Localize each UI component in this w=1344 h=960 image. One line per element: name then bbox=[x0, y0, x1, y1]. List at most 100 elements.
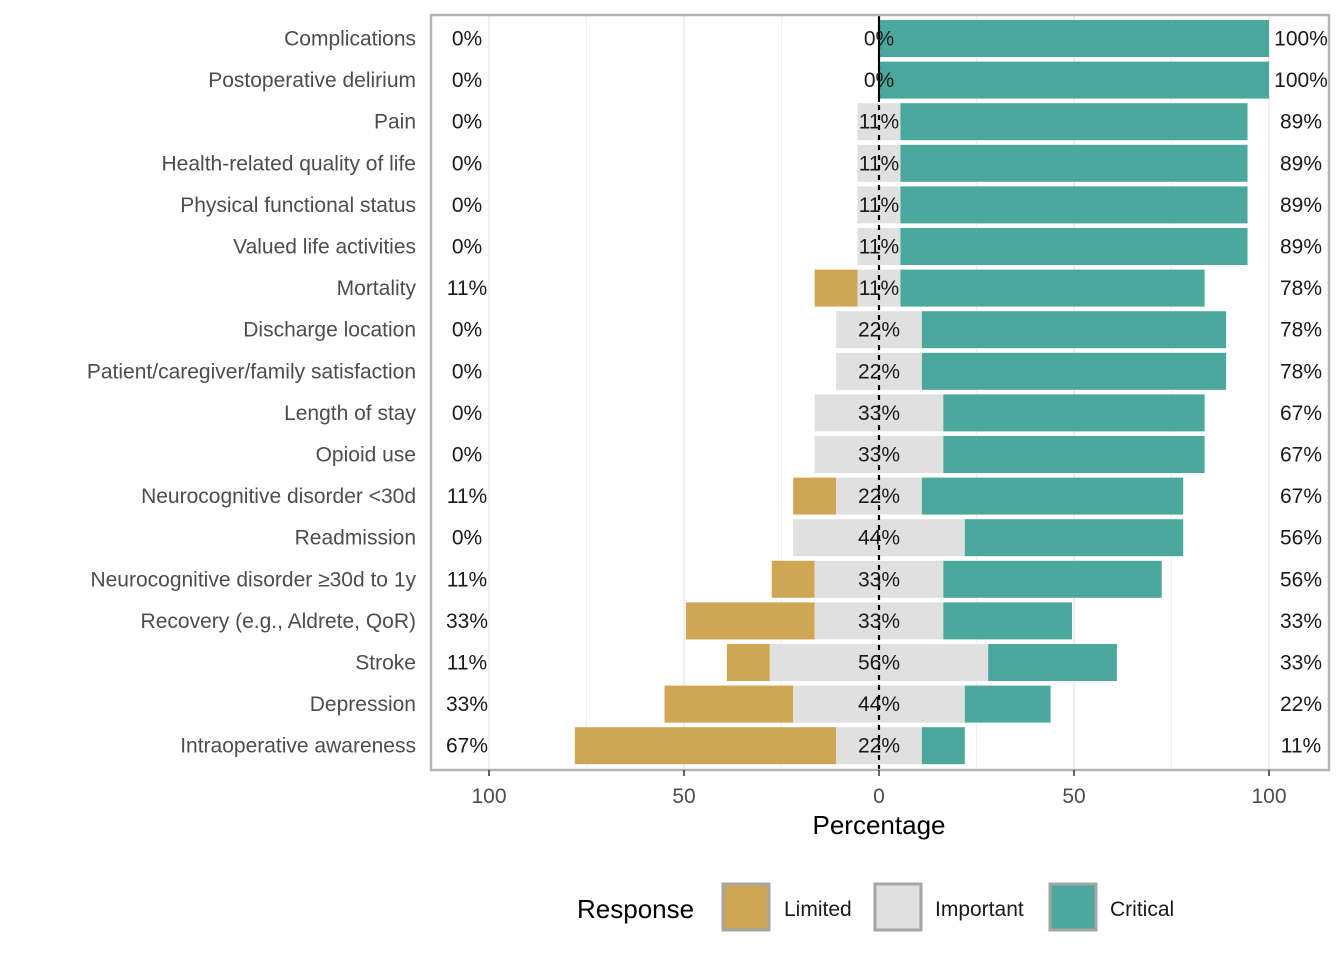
category-label: Recovery (e.g., Aldrete, QoR) bbox=[141, 610, 416, 633]
limited-pct-label: 11% bbox=[447, 277, 487, 300]
bar-critical bbox=[900, 103, 1248, 141]
critical-pct-label: 89% bbox=[1280, 194, 1322, 217]
limited-pct-label: 0% bbox=[452, 444, 482, 467]
limited-pct-label: 0% bbox=[452, 360, 482, 383]
category-label: Complications bbox=[284, 28, 416, 51]
legend-label-important: Important bbox=[935, 898, 1024, 921]
critical-pct-label: 100% bbox=[1274, 69, 1328, 92]
bar-limited bbox=[793, 477, 837, 515]
important-pct-label: 22% bbox=[858, 485, 900, 508]
critical-pct-label: 11% bbox=[1281, 735, 1321, 758]
limited-pct-label: 11% bbox=[447, 652, 487, 675]
category-label: Mortality bbox=[337, 277, 417, 300]
legend-label-limited: Limited bbox=[784, 898, 852, 921]
category-label: Length of stay bbox=[284, 402, 416, 425]
category-label: Opioid use bbox=[316, 444, 416, 467]
critical-pct-label: 67% bbox=[1280, 402, 1322, 425]
important-pct-label: 22% bbox=[858, 360, 900, 383]
limited-pct-label: 0% bbox=[452, 319, 482, 342]
bar-limited bbox=[574, 727, 837, 765]
limited-pct-label: 0% bbox=[452, 527, 482, 550]
important-pct-label: 33% bbox=[858, 568, 900, 591]
bar-limited bbox=[771, 560, 815, 598]
bar-critical bbox=[943, 602, 1073, 640]
critical-pct-label: 56% bbox=[1280, 527, 1322, 550]
category-label: Pain bbox=[374, 111, 416, 134]
critical-pct-label: 56% bbox=[1280, 568, 1322, 591]
important-pct-label: 11% bbox=[859, 152, 899, 175]
legend-key-critical bbox=[1048, 882, 1098, 932]
grid-lines bbox=[488, 15, 1270, 770]
limited-pct-label: 0% bbox=[452, 402, 482, 425]
bar-limited bbox=[685, 602, 815, 640]
category-label: Neurocognitive disorder <30d bbox=[141, 485, 416, 508]
important-pct-label: 33% bbox=[858, 402, 900, 425]
important-pct-label: 22% bbox=[858, 735, 900, 758]
bar-limited bbox=[726, 644, 770, 681]
critical-pct-label: 33% bbox=[1280, 652, 1322, 675]
limited-pct-label: 0% bbox=[452, 152, 482, 175]
x-tick-label: 50 bbox=[672, 785, 695, 808]
important-pct-label: 56% bbox=[858, 652, 900, 675]
panel-border bbox=[429, 13, 1331, 772]
limited-pct-label: 0% bbox=[452, 69, 482, 92]
bar-critical bbox=[943, 560, 1162, 598]
bar-critical bbox=[921, 727, 965, 765]
critical-pct-label: 89% bbox=[1280, 111, 1322, 134]
limited-pct-label: 0% bbox=[452, 194, 482, 217]
bar-limited bbox=[814, 269, 858, 307]
important-pct-label: 22% bbox=[858, 319, 900, 342]
bar-limited bbox=[664, 685, 794, 723]
bar-critical bbox=[900, 228, 1248, 265]
limited-pct-label: 0% bbox=[452, 236, 482, 259]
important-pct-label: 11% bbox=[859, 111, 899, 134]
critical-pct-label: 78% bbox=[1280, 277, 1322, 300]
category-label: Readmission bbox=[295, 527, 416, 550]
bar-critical bbox=[964, 519, 1184, 557]
bar-critical bbox=[900, 186, 1248, 224]
bar-critical bbox=[900, 269, 1205, 307]
bar-critical bbox=[921, 352, 1227, 390]
bar-critical bbox=[879, 20, 1269, 57]
important-pct-label: 44% bbox=[858, 527, 900, 550]
category-labels: Complications Postoperative delirium Pain H… bbox=[87, 28, 417, 758]
category-label: Depression bbox=[310, 693, 416, 716]
limited-pct-label: 33% bbox=[446, 610, 488, 633]
legend-title: Response bbox=[577, 894, 694, 924]
critical-pct-label: 22% bbox=[1280, 693, 1322, 716]
important-pct-label: 11% bbox=[859, 194, 899, 217]
limited-pct-label: 11% bbox=[447, 485, 487, 508]
category-label: Discharge location bbox=[243, 319, 416, 342]
important-pct-label: 11% bbox=[859, 236, 899, 259]
x-tick-label: 100 bbox=[1251, 785, 1286, 808]
category-label: Postoperative delirium bbox=[208, 69, 416, 92]
bar-critical bbox=[943, 436, 1205, 473]
legend: Response Limited Important Critical bbox=[577, 882, 1174, 932]
x-tick-label: 100 bbox=[471, 785, 506, 808]
x-axis: 100 50 0 50 100 bbox=[471, 770, 1287, 808]
legend-key-important bbox=[873, 882, 923, 932]
legend-label-critical: Critical bbox=[1110, 898, 1174, 921]
limited-pct-label: 67% bbox=[446, 735, 488, 758]
important-pct-label: 33% bbox=[858, 610, 900, 633]
bar-critical bbox=[921, 311, 1227, 349]
bar-critical bbox=[879, 61, 1269, 99]
important-pct-label: 0% bbox=[864, 28, 894, 51]
limited-pct-label: 0% bbox=[452, 28, 482, 51]
x-axis-title: Percentage bbox=[813, 810, 946, 840]
category-label: Valued life activities bbox=[233, 236, 416, 259]
category-label: Neurocognitive disorder ≥30d to 1y bbox=[90, 568, 416, 591]
x-tick-label: 0 bbox=[873, 785, 885, 808]
bars bbox=[574, 20, 1269, 765]
category-label: Patient/caregiver/family satisfaction bbox=[87, 360, 416, 383]
panel-frame bbox=[429, 13, 1331, 772]
important-pct-label: 44% bbox=[858, 693, 900, 716]
bar-critical bbox=[988, 644, 1117, 681]
limited-pct-label: 11% bbox=[447, 568, 487, 591]
bar-critical bbox=[900, 144, 1248, 182]
value-labels: 0% 0% 100% 0% 0% 100% 0% 11% 89% 0% 11% 89% 0% 11% 89%… bbox=[446, 28, 1328, 758]
category-label: Health-related quality of life bbox=[162, 152, 416, 175]
critical-pct-label: 78% bbox=[1280, 360, 1322, 383]
important-pct-label: 0% bbox=[864, 69, 894, 92]
